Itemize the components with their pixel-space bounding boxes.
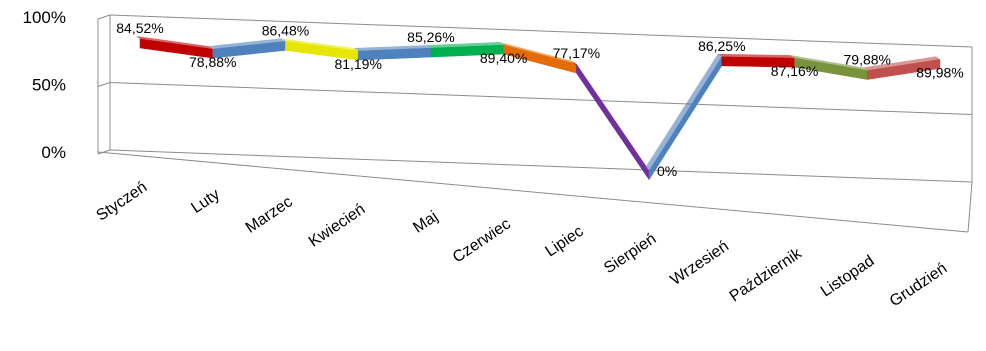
series-segment-top xyxy=(790,55,868,71)
y-axis: 0% 50% 100% xyxy=(23,8,66,162)
gridline-depth xyxy=(97,82,111,87)
series-segment-top xyxy=(717,53,795,59)
data-label: 86,25% xyxy=(698,38,745,54)
x-tick-label: Styczeń xyxy=(94,179,151,225)
series-segment-top xyxy=(136,35,213,50)
gridline xyxy=(109,82,973,115)
gridline-depth xyxy=(97,149,111,155)
data-label: 81,19% xyxy=(334,56,381,72)
floor-right-edge xyxy=(967,181,973,233)
gridline-depth xyxy=(97,14,111,20)
data-label: 89,98% xyxy=(916,64,963,80)
x-tick-label: Lipiec xyxy=(542,223,586,260)
series-segment-top xyxy=(208,38,286,50)
x-tick-label: Marzec xyxy=(243,193,296,236)
x-tick-label: Wrzesień xyxy=(668,238,733,289)
data-label: 87,16% xyxy=(771,63,818,79)
y-tick-label: 50% xyxy=(32,76,66,95)
data-label: 85,26% xyxy=(407,29,454,45)
x-tick-label: Grudzień xyxy=(887,260,950,310)
series-ribbon xyxy=(136,35,941,181)
series-segment-top xyxy=(863,56,940,71)
floor-front-edge xyxy=(97,151,969,233)
series-segment-top xyxy=(499,42,577,65)
x-tick-label: Maj xyxy=(410,208,441,237)
x-tick-label: Październik xyxy=(727,245,806,306)
data-label: 77,17% xyxy=(553,45,600,61)
data-label: 89,40% xyxy=(480,50,527,66)
gridline xyxy=(109,149,973,183)
y-tick-label: 0% xyxy=(41,143,66,162)
data-label: 0% xyxy=(657,163,677,179)
series-segment-top xyxy=(281,38,359,52)
y-tick-label: 100% xyxy=(23,8,66,27)
x-tick-label: Kwiecień xyxy=(306,201,369,251)
series-segment xyxy=(648,55,723,181)
gridline xyxy=(109,14,973,48)
x-tick-label: Luty xyxy=(188,186,223,217)
data-label: 78,88% xyxy=(189,54,236,70)
series-segment-top xyxy=(645,53,722,171)
x-tick-label: Sierpień xyxy=(601,230,659,277)
series-segment-top xyxy=(354,45,431,52)
data-label: 79,88% xyxy=(844,52,891,68)
x-tick-label: Czerwiec xyxy=(450,216,514,267)
series-segment-top xyxy=(426,42,504,49)
x-tick-label: Listopad xyxy=(818,253,878,301)
series-segment-top xyxy=(572,61,650,171)
data-labels: 84,52% 78,88% 86,48% 81,19% 85,26% 89,40% 77,1… xyxy=(116,20,963,179)
chart-frame xyxy=(97,14,973,233)
data-label: 84,52% xyxy=(116,20,163,36)
x-axis: Styczeń Luty Marzec Kwiecień Maj Czerwiec Lipi… xyxy=(94,179,951,311)
data-label: 86,48% xyxy=(262,22,309,38)
